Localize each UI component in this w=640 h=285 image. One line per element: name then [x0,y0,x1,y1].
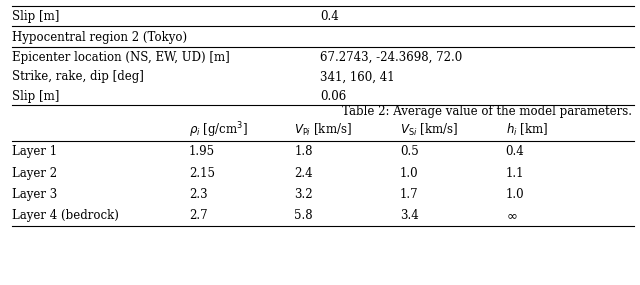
Text: Strike, rake, dip [deg]: Strike, rake, dip [deg] [12,70,143,83]
Text: $\rho_i$ [g/cm$^3$]: $\rho_i$ [g/cm$^3$] [189,120,248,140]
Text: 0.4: 0.4 [320,11,339,23]
Text: 67.2743, -24.3698, 72.0: 67.2743, -24.3698, 72.0 [320,51,462,64]
Text: 1.0: 1.0 [400,167,419,180]
Text: Hypocentral region 2 (Tokyo): Hypocentral region 2 (Tokyo) [12,31,187,44]
Text: 3.2: 3.2 [294,188,313,201]
Text: Layer 4 (bedrock): Layer 4 (bedrock) [12,209,118,222]
Text: 0.4: 0.4 [506,145,524,158]
Text: 5.8: 5.8 [294,209,313,222]
Text: 0.5: 0.5 [400,145,419,158]
Text: 341, 160, 41: 341, 160, 41 [320,70,395,83]
Text: $\infty$: $\infty$ [506,209,517,222]
Text: 1.7: 1.7 [400,188,419,201]
Text: Layer 3: Layer 3 [12,188,57,201]
Text: Slip [m]: Slip [m] [12,90,59,103]
Text: 2.15: 2.15 [189,167,215,180]
Text: Layer 1: Layer 1 [12,145,57,158]
Text: 1.95: 1.95 [189,145,215,158]
Text: 1.1: 1.1 [506,167,524,180]
Text: 0.06: 0.06 [320,90,346,103]
Text: $V_{\mathrm{S}i}$ [km/s]: $V_{\mathrm{S}i}$ [km/s] [400,122,458,138]
Text: 2.4: 2.4 [294,167,313,180]
Text: 2.3: 2.3 [189,188,207,201]
Text: $h_i$ [km]: $h_i$ [km] [506,122,548,138]
Text: Slip [m]: Slip [m] [12,11,59,23]
Text: $V_{\mathrm{P}i}$ [km/s]: $V_{\mathrm{P}i}$ [km/s] [294,122,352,138]
Text: Layer 2: Layer 2 [12,167,57,180]
Text: 1.8: 1.8 [294,145,313,158]
Text: Epicenter location (NS, EW, UD) [m]: Epicenter location (NS, EW, UD) [m] [12,51,229,64]
Text: Table 2: Average value of the model parameters.: Table 2: Average value of the model para… [342,105,632,119]
Text: 3.4: 3.4 [400,209,419,222]
Text: 1.0: 1.0 [506,188,524,201]
Text: 2.7: 2.7 [189,209,207,222]
